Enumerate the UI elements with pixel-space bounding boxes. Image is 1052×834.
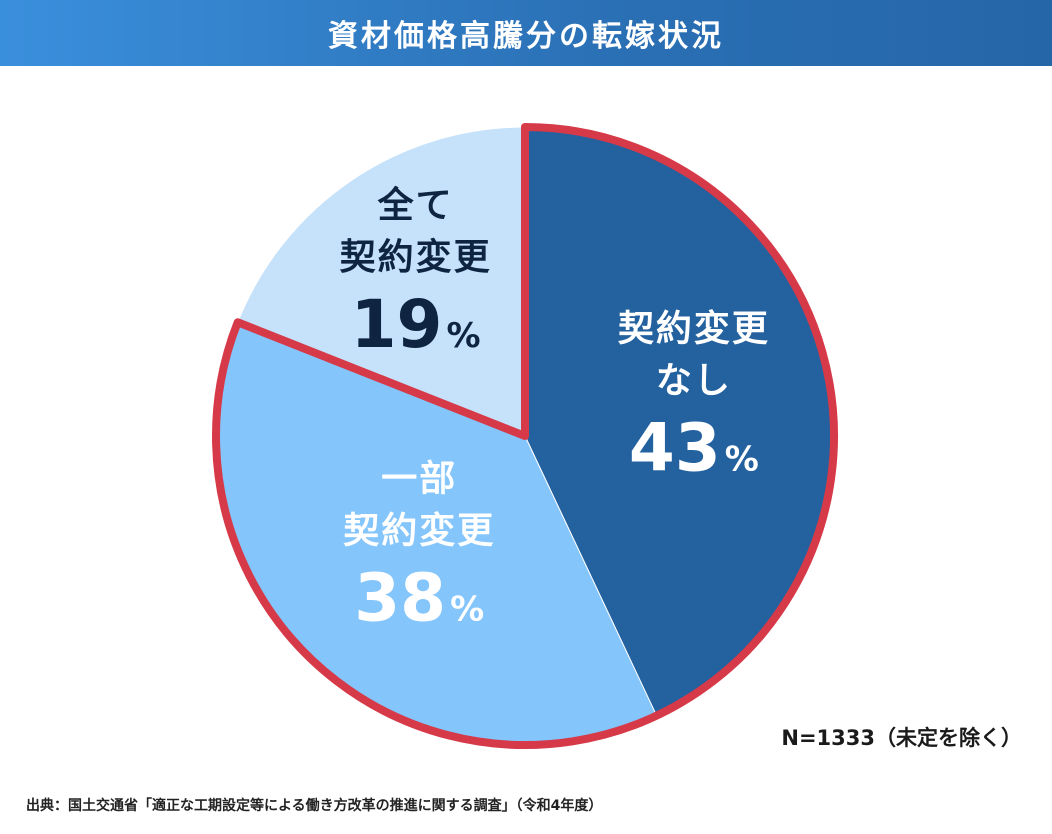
slice-label-1-line-2: なし: [656, 360, 732, 401]
pie-highlight-outline: [212, 123, 838, 749]
slice-label-1-line-1: 契約変更: [618, 307, 770, 349]
slice-value-1: 43%: [629, 409, 759, 486]
slice-label-2-line-1: 一部: [381, 459, 457, 500]
slice-value-3: 19%: [351, 286, 481, 363]
slice-label-3-line-2: 契約変更: [340, 236, 492, 278]
slice-label-2-line-2: 契約変更: [343, 510, 495, 552]
pie-slice-3: [237, 126, 526, 437]
slice-label-3-line-1: 全て: [377, 184, 454, 226]
source-note: 出典：国土交通省「適正な工期設定等による働き方改革の推進に関する調査」（令和4年…: [26, 798, 603, 814]
chart-title: 資材価格高騰分の転嫁状況: [328, 19, 724, 54]
highlight-outline-path: [212, 123, 838, 749]
sample-size-note: N=1333（未定を除く）: [781, 726, 1022, 750]
slice-value-2: 38%: [354, 560, 484, 637]
title-bar: 資材価格高騰分の転嫁状況: [0, 0, 1052, 66]
pie-slices: [215, 126, 835, 746]
